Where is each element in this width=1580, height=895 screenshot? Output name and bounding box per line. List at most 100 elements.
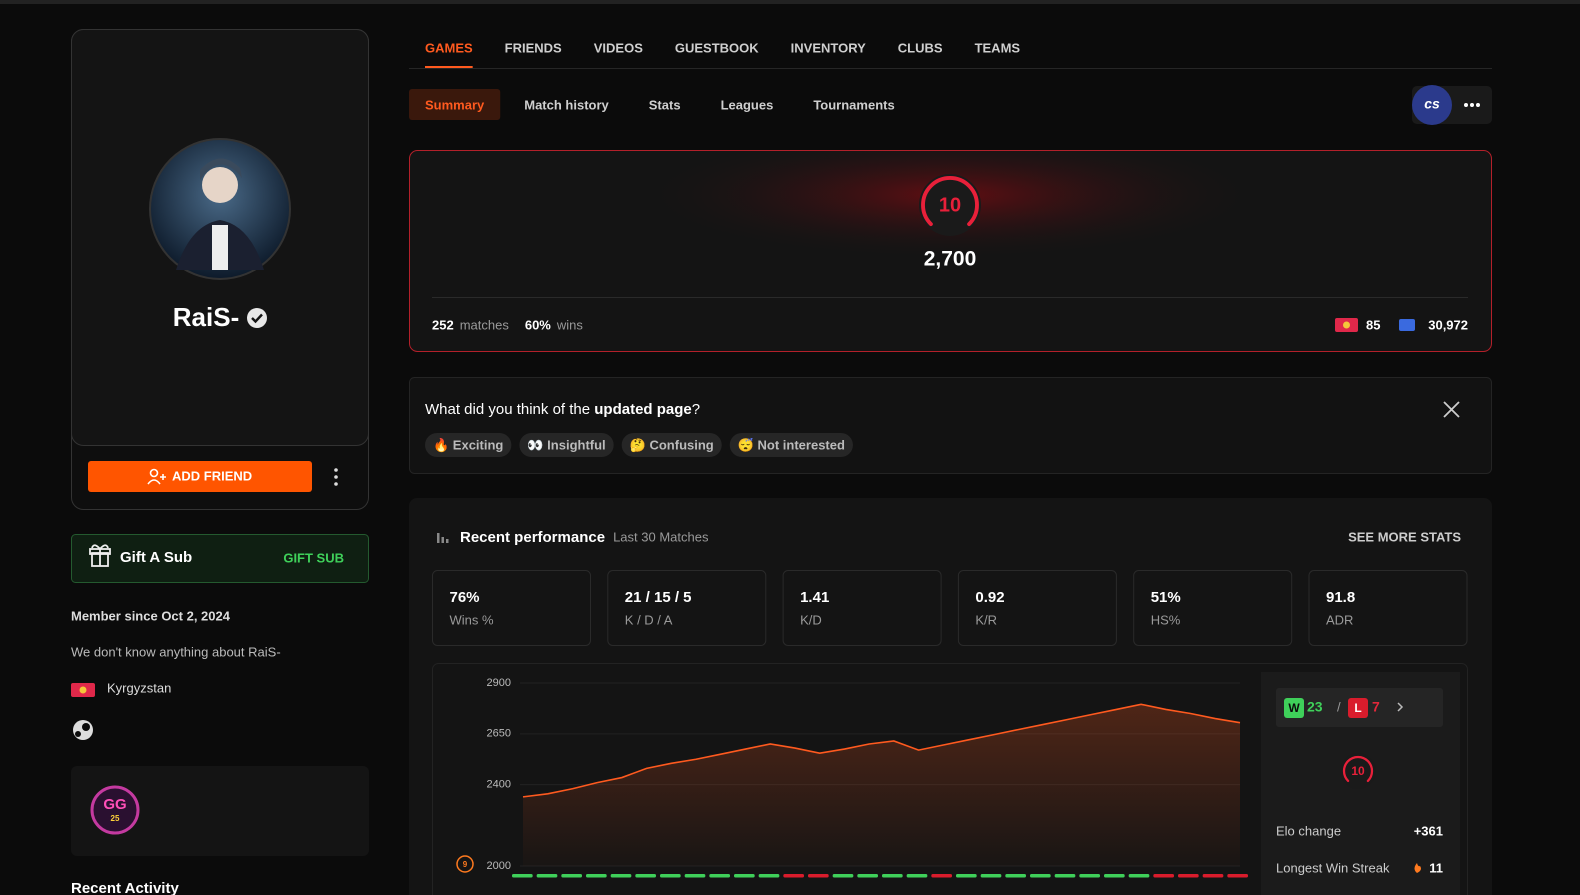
- feedback-options: 🔥 Exciting 👀 Insightful 🤔 Confusing 😴 Not i…: [425, 433, 853, 457]
- wins-label: wins: [556, 317, 584, 332]
- stat-label: HS%: [1151, 612, 1181, 627]
- result-bar: [1005, 874, 1026, 878]
- more-button[interactable]: [334, 468, 338, 486]
- level-ring: [921, 176, 979, 227]
- avatar-shirt: [212, 225, 228, 270]
- level-icon: 10: [919, 174, 981, 236]
- y-tick-label: 2400: [487, 779, 511, 791]
- game-menu[interactable]: [1464, 103, 1480, 107]
- close-button[interactable]: [1443, 401, 1460, 418]
- gift-icon: [89, 544, 111, 567]
- y-tick-label: 2650: [487, 728, 511, 740]
- summary-level: 10: [1340, 753, 1376, 789]
- question-end: ?: [692, 401, 700, 418]
- subtab[interactable]: Tournaments: [813, 97, 894, 112]
- subtab[interactable]: Summary: [425, 97, 485, 112]
- avatar[interactable]: [149, 138, 291, 280]
- result-bar: [1128, 874, 1150, 878]
- badge-text: GG: [103, 796, 126, 813]
- tab-underline: [425, 66, 473, 68]
- add-friend-button[interactable]: [88, 461, 312, 492]
- result-bar: [1079, 874, 1100, 878]
- result-bar: [709, 874, 730, 878]
- profile-column: RaiS- ADD FRIEND Gift A Sub GIFT SUB Mem…: [71, 29, 369, 895]
- feedback-chip[interactable]: [729, 433, 853, 457]
- elo-line: [522, 703, 1241, 798]
- loss-label: L: [1354, 701, 1361, 715]
- level-number: 10: [939, 194, 961, 216]
- game-logo[interactable]: [1412, 85, 1452, 125]
- result-bar: [512, 874, 533, 878]
- tab[interactable]: FRIENDS: [505, 40, 562, 55]
- wl-chevron: [1397, 702, 1404, 712]
- result-bar: [906, 874, 928, 878]
- tab[interactable]: CLUBS: [898, 40, 943, 55]
- wins-pct: 60%: [525, 317, 551, 332]
- question-start: What did you think of the: [425, 401, 594, 418]
- stat-card: [957, 570, 1117, 646]
- result-bar: [808, 874, 829, 878]
- performance-card: Recent performance Last 30 Matches SEE M…: [409, 498, 1492, 895]
- win-label: W: [1288, 701, 1300, 715]
- subtab-active: [409, 89, 501, 120]
- streak-icon: [1414, 863, 1421, 873]
- steam-link[interactable]: [73, 720, 93, 740]
- subtab[interactable]: Match history: [524, 97, 609, 112]
- result-bar: [1030, 874, 1051, 878]
- stat-value: 1.41: [800, 589, 829, 606]
- matches-count: 252: [432, 317, 454, 332]
- tab[interactable]: VIDEOS: [594, 40, 643, 55]
- result-bar: [1227, 874, 1248, 878]
- tab[interactable]: INVENTORY: [791, 40, 866, 55]
- stat-value: 21 / 15 / 5: [625, 589, 692, 606]
- points: 30,972: [1428, 317, 1468, 332]
- level-circle: [919, 174, 981, 236]
- feedback-question: What did you think of the updated page?: [425, 401, 700, 418]
- tab[interactable]: TEAMS: [975, 40, 1021, 55]
- result-bar: [980, 874, 1002, 878]
- stat-label: Wins %: [450, 612, 495, 627]
- feedback-chip[interactable]: [425, 433, 512, 457]
- subtabs: Summary Match history Stats Leagues Tourname…: [409, 89, 895, 120]
- stat-value: 76%: [450, 589, 480, 606]
- perf-icon: [437, 533, 449, 543]
- result-bar: [734, 874, 755, 878]
- stat-cards: 76% Wins % 21 / 15 / 5 K / D / A 1.41 K/D 0.92…: [432, 570, 1468, 646]
- result-bar: [758, 874, 780, 878]
- gift-title: Gift A Sub: [120, 549, 192, 566]
- feedback-chip[interactable]: [621, 433, 722, 457]
- win-box: [1284, 698, 1304, 718]
- matches-label: matches: [460, 317, 510, 332]
- badge[interactable]: [90, 785, 140, 835]
- subtab[interactable]: Leagues: [721, 97, 774, 112]
- result-bar: [1153, 874, 1174, 878]
- result-bar: [857, 874, 878, 878]
- tabs: GAMES FRIENDS VIDEOS GUESTBOOK INVENTORY CLUB…: [425, 40, 1020, 68]
- perf-title: Recent performance: [460, 529, 605, 546]
- elo-change-label: Elo change: [1276, 823, 1341, 838]
- wl-separator: /: [1337, 699, 1341, 714]
- result-bar: [832, 874, 854, 878]
- stat-value: 0.92: [975, 589, 1004, 606]
- add-friend-label: ADD FRIEND: [172, 468, 252, 483]
- level-card: 10 2,700 252 matches 60% wins 85 30,972: [409, 150, 1492, 352]
- feedback-chip[interactable]: [519, 433, 614, 457]
- tab[interactable]: GUESTBOOK: [675, 40, 759, 55]
- feedback-bg: [409, 377, 1492, 474]
- subtab[interactable]: Stats: [649, 97, 681, 112]
- stat-card: [1308, 570, 1468, 646]
- result-bar: [1202, 874, 1224, 878]
- result-bar: [561, 874, 582, 878]
- tab[interactable]: GAMES: [425, 40, 473, 55]
- result-bar: [956, 874, 977, 878]
- stat-card: [432, 570, 591, 646]
- result-bar: [635, 874, 656, 878]
- medal-icon: [1335, 318, 1358, 332]
- stat-label: ADR: [1326, 612, 1353, 627]
- gift-sub-button[interactable]: GIFT SUB: [283, 550, 344, 565]
- elo-change: +361: [1414, 823, 1443, 838]
- question-emphasis: updated page: [594, 401, 692, 418]
- elo: 2,700: [924, 248, 977, 271]
- see-more-stats[interactable]: SEE MORE STATS: [1348, 529, 1461, 544]
